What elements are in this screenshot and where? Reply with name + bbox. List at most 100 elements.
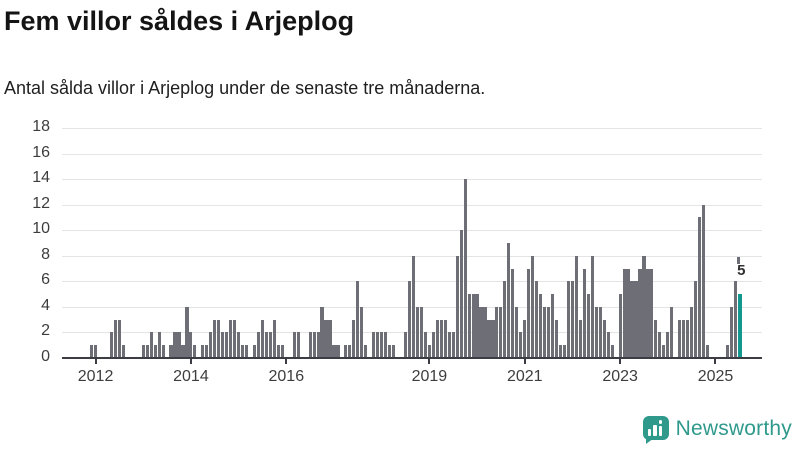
bar [550,294,555,357]
bar [260,319,265,357]
bar [642,255,646,357]
bar [594,306,598,357]
bar [431,332,435,357]
bar [598,306,602,357]
bar [320,306,324,357]
bar [523,319,527,357]
bar [177,332,181,357]
bar [698,217,702,357]
bar [499,306,503,357]
x-tick-2019 [428,359,431,364]
mini-bar-medium [653,425,657,436]
x-axis-line [62,357,762,359]
bar [360,306,364,357]
bar [443,319,447,357]
bar [562,345,567,357]
bar [296,332,300,357]
bar [590,255,594,357]
bar [384,332,388,357]
bar [435,319,439,357]
bar [447,332,451,357]
bar [511,268,515,357]
last-bar-value-label: 5 [737,262,746,279]
x-tick-label-2012: 2012 [77,368,114,385]
bar [729,306,733,357]
bar [352,319,356,357]
page-subtitle: Antal sålda villor i Arjeplog under de s… [4,78,486,98]
bar [705,345,710,357]
bar [241,345,245,357]
bar [213,319,217,357]
bar [356,281,360,357]
bar [173,332,177,357]
bar [682,319,686,357]
mini-bar-small [647,429,652,436]
bar [221,332,225,357]
bar [578,319,582,357]
bar [376,332,380,357]
y-tick-label-8: 8 [41,245,50,263]
bar [411,255,416,357]
bar [586,294,590,357]
bar [276,345,280,357]
bar [225,332,229,357]
bar [169,345,173,357]
bar [694,281,698,357]
bar [686,319,690,357]
bar [233,319,237,357]
bar [423,332,427,357]
bar [455,255,459,357]
bar [491,319,495,357]
x-tick-2021 [523,359,526,364]
bar [622,268,626,357]
bar [201,345,205,357]
bar [451,332,455,357]
y-tick-label-4: 4 [41,296,50,314]
y-tick-label-10: 10 [32,220,50,238]
bar [515,306,519,357]
bar [388,345,392,357]
bar [626,268,630,357]
bar [467,294,471,357]
bar [690,306,694,357]
bar [348,345,352,357]
bar [666,332,670,357]
bar [229,319,233,357]
bar [535,281,539,357]
bar [606,332,610,357]
newsworthy-logo[interactable]: Newsworthy [642,416,792,444]
bar [531,255,535,357]
bar [141,345,145,357]
newsworthy-bubble-chart-icon [642,416,669,444]
bar [539,294,543,357]
bar [324,319,328,357]
bar [268,332,272,357]
bar [328,319,332,357]
gridline-18 [62,128,762,129]
x-tick-label-2016: 2016 [268,368,305,385]
bar [252,345,257,357]
bar [634,281,638,357]
x-tick-label-2023: 2023 [602,368,638,385]
bar [161,345,165,357]
bar [149,332,153,357]
bar [427,345,431,357]
bar [479,306,483,357]
bar [602,319,606,357]
bar [392,345,396,357]
bar [419,306,423,357]
bar [574,255,578,357]
bar [292,332,296,357]
bar [570,281,574,357]
bar [547,306,551,357]
bar [93,345,98,357]
x-tick-2016 [285,359,288,364]
x-tick-2014 [189,359,192,364]
x-tick-2025 [714,359,717,364]
bar [475,294,479,357]
bar [185,306,189,357]
bar [272,319,276,357]
bar [543,306,547,357]
